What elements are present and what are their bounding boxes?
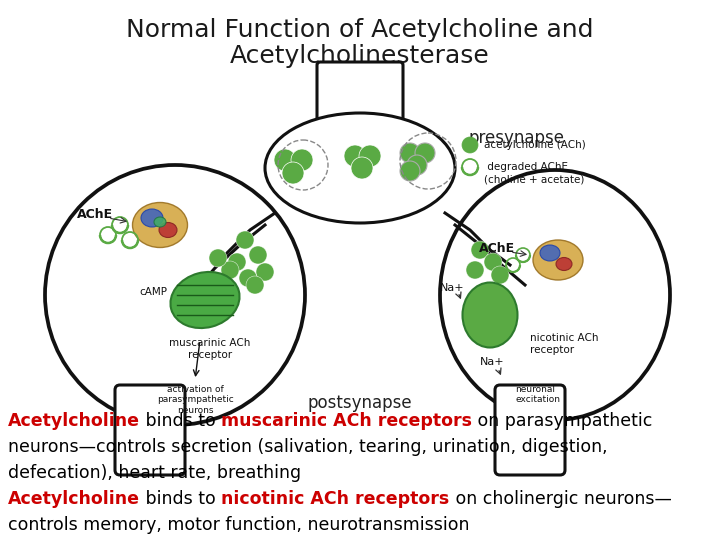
Ellipse shape <box>159 222 177 238</box>
Circle shape <box>400 143 420 163</box>
Text: muscarinic ACh
receptor: muscarinic ACh receptor <box>169 338 251 360</box>
Ellipse shape <box>462 282 518 348</box>
Text: Acetylcholine: Acetylcholine <box>8 412 140 430</box>
FancyBboxPatch shape <box>317 62 403 123</box>
Text: controls memory, motor function, neurotransmission: controls memory, motor function, neurotr… <box>8 516 469 534</box>
FancyBboxPatch shape <box>495 385 565 475</box>
Circle shape <box>484 253 502 271</box>
Circle shape <box>466 261 484 279</box>
Circle shape <box>400 161 420 181</box>
Circle shape <box>228 253 246 271</box>
Text: neuronal
excitation: neuronal excitation <box>515 385 560 404</box>
Circle shape <box>256 263 274 281</box>
Text: Acetylcholinesterase: Acetylcholinesterase <box>230 44 490 68</box>
Circle shape <box>249 246 267 264</box>
Ellipse shape <box>533 240 583 280</box>
Circle shape <box>246 276 264 294</box>
Text: muscarinic ACh receptors: muscarinic ACh receptors <box>221 412 472 430</box>
FancyBboxPatch shape <box>115 385 185 475</box>
Ellipse shape <box>440 170 670 420</box>
Circle shape <box>236 231 254 249</box>
Circle shape <box>407 155 427 175</box>
Text: Na+: Na+ <box>440 283 464 293</box>
Ellipse shape <box>45 165 305 425</box>
Ellipse shape <box>540 245 560 261</box>
Circle shape <box>344 145 366 167</box>
Ellipse shape <box>171 272 240 328</box>
Text: acetylcholine (ACh): acetylcholine (ACh) <box>484 140 586 150</box>
Text: postsynapse: postsynapse <box>307 394 413 412</box>
Text: nicotinic ACh receptors: nicotinic ACh receptors <box>221 490 449 508</box>
Text: activation of
parasympathetic
neurons: activation of parasympathetic neurons <box>157 385 233 415</box>
Circle shape <box>239 269 257 287</box>
Text: binds to: binds to <box>140 490 221 508</box>
Circle shape <box>491 266 509 284</box>
Circle shape <box>291 149 313 171</box>
Circle shape <box>274 149 296 171</box>
Text: Acetylcholine: Acetylcholine <box>8 490 140 508</box>
Text: binds to: binds to <box>140 412 221 430</box>
Text: on parasympathetic: on parasympathetic <box>472 412 652 430</box>
Ellipse shape <box>141 209 163 227</box>
Circle shape <box>282 162 304 184</box>
Text: degraded AChE: degraded AChE <box>484 162 568 172</box>
Ellipse shape <box>556 258 572 271</box>
Circle shape <box>359 145 381 167</box>
Text: nicotinic ACh
receptor: nicotinic ACh receptor <box>530 333 598 355</box>
Circle shape <box>462 137 478 153</box>
Ellipse shape <box>265 113 455 223</box>
Circle shape <box>221 261 239 279</box>
Text: presynapse: presynapse <box>468 129 564 147</box>
Text: AChE: AChE <box>77 208 113 221</box>
Text: AChE: AChE <box>479 241 515 254</box>
Circle shape <box>415 143 435 163</box>
Text: defecation), heart rate, breathing: defecation), heart rate, breathing <box>8 464 301 482</box>
Text: cAMP: cAMP <box>139 287 167 297</box>
Circle shape <box>471 241 489 259</box>
Text: Normal Function of Acetylcholine and: Normal Function of Acetylcholine and <box>126 18 594 42</box>
Text: (choline + acetate): (choline + acetate) <box>484 175 585 185</box>
Text: Na+: Na+ <box>480 357 504 367</box>
Text: on cholinergic neurons—: on cholinergic neurons— <box>449 490 671 508</box>
Circle shape <box>209 249 227 267</box>
Ellipse shape <box>154 217 166 227</box>
Text: neurons—controls secretion (salivation, tearing, urination, digestion,: neurons—controls secretion (salivation, … <box>8 438 608 456</box>
Circle shape <box>351 157 373 179</box>
Ellipse shape <box>132 202 187 247</box>
